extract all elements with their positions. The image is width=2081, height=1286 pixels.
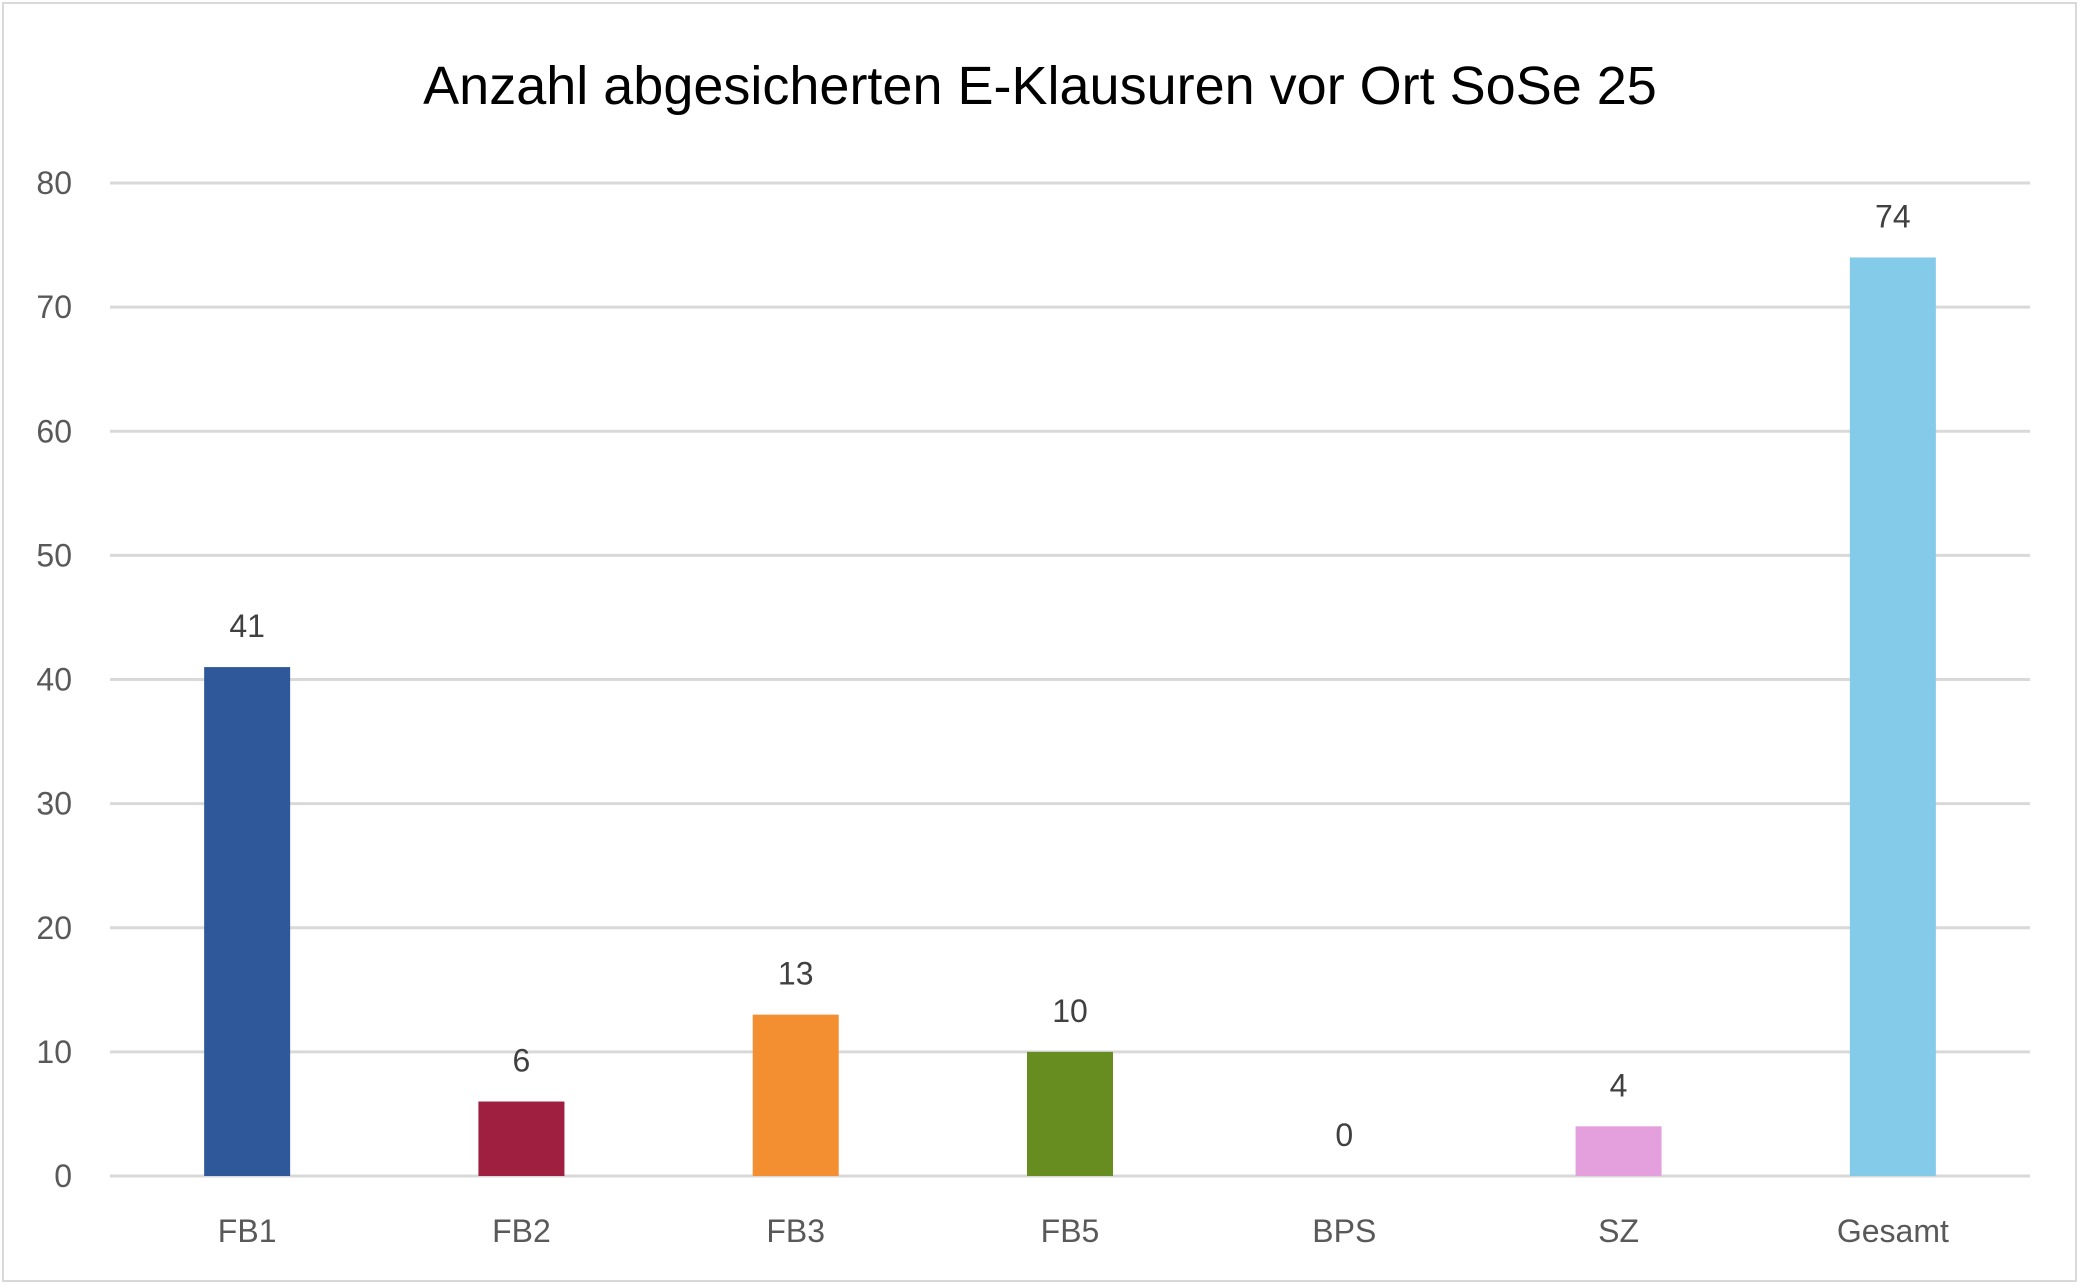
y-tick-label: 40 [36,662,72,698]
data-label: 10 [1052,993,1088,1029]
y-tick-label: 30 [36,786,72,822]
x-tick-label: BPS [1312,1213,1376,1249]
y-tick-label: 20 [36,910,72,946]
y-tick-label: 50 [36,537,72,573]
data-label: 4 [1610,1067,1628,1103]
y-tick-label: 0 [54,1158,72,1194]
bar-fb2 [478,1101,565,1176]
bar-gesamt [1849,257,1936,1177]
x-tick-label: FB5 [1041,1213,1100,1249]
bar-fb3 [752,1014,839,1176]
y-tick-label: 70 [36,289,72,325]
data-label: 0 [1335,1117,1353,1153]
data-label: 6 [513,1043,531,1079]
x-tick-label: FB1 [218,1213,277,1249]
y-tick-label: 10 [36,1034,72,1070]
data-label: 13 [778,956,814,992]
chart-title: Anzahl abgesicherten E-Klausuren vor Ort… [423,56,1657,116]
x-tick-label: FB2 [492,1213,551,1249]
bar-fb1 [204,667,291,1176]
y-tick-label: 60 [36,413,72,449]
bar-sz [1575,1126,1662,1176]
bar-fb5 [1027,1051,1113,1176]
x-tick-label: Gesamt [1837,1213,1949,1249]
x-tick-label: FB3 [766,1213,825,1249]
x-tick-label: SZ [1598,1213,1639,1249]
y-tick-label: 80 [36,165,72,201]
data-label: 41 [229,608,265,644]
data-label: 74 [1875,198,1911,234]
